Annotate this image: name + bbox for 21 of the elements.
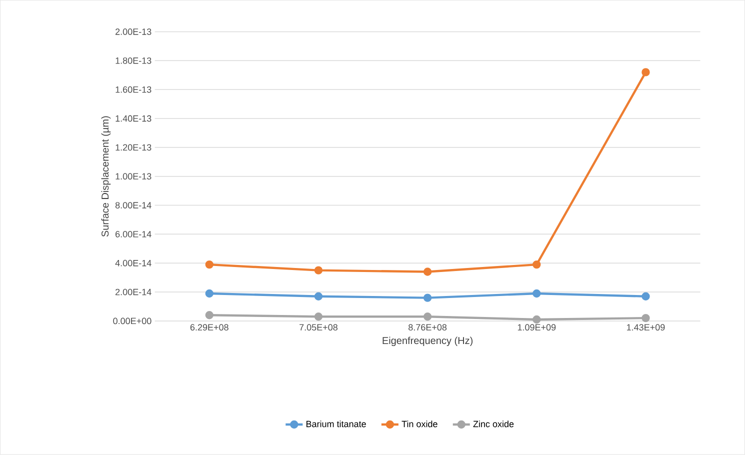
y-axis-title: Surface Displacement (µm) (101, 116, 111, 237)
y-tick-label: 1.80E-13 (116, 58, 152, 64)
y-tick-label: 1.20E-13 (116, 144, 152, 151)
x-tick-label: 1.43E+09 (627, 324, 665, 331)
y-tick-label: 0.00E+00 (113, 318, 152, 324)
x-tick-label: 7.05E+08 (300, 324, 338, 331)
y-tick-label: 1.40E-13 (116, 115, 152, 122)
y-tick-label: 2.00E-13 (116, 28, 152, 36)
y-tick-label: 1.00E-13 (116, 173, 152, 180)
x-tick-label: 8.76E+08 (408, 324, 447, 331)
x-axis-title: Eigenfrequency (Hz) (382, 336, 473, 346)
legend-label: Tin oxide (402, 420, 438, 428)
y-tick-label: 4.00E-14 (115, 260, 152, 266)
x-tick-label: 1.09E+09 (518, 324, 556, 331)
y-tick-label: 2.00E-14 (116, 288, 152, 296)
y-tick-label: 1.60E-13 (116, 86, 152, 93)
y-tick-label: 6.00E-14 (116, 231, 152, 238)
x-tick-label: 6.29E+08 (190, 324, 228, 331)
legend-label: Barium titanate (306, 420, 366, 428)
legend-label: Zinc oxide (473, 420, 514, 428)
y-tick-label: 8.00E-14 (115, 202, 152, 209)
